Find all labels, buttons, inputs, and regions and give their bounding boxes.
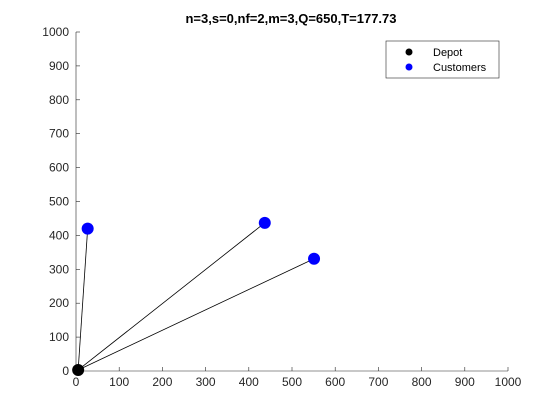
y-tick-label: 200: [49, 296, 69, 310]
y-tick-label: 600: [49, 161, 69, 175]
x-tick-label: 600: [325, 375, 345, 389]
depot-point-1: [72, 363, 85, 376]
y-tick-label: 500: [49, 195, 69, 209]
chart-title: n=3,s=0,nf=2,m=3,Q=650,T=177.73: [185, 11, 396, 26]
legend: Depot Customers: [385, 40, 500, 79]
route-line-2: [77, 222, 266, 371]
y-tick-label: 0: [62, 364, 69, 378]
legend-label-depot: Depot: [433, 47, 462, 59]
x-tick-label: 700: [368, 375, 388, 389]
legend-marker-customers: [405, 63, 413, 71]
points-layer: [72, 216, 321, 376]
y-tick-label: 300: [49, 262, 69, 276]
customer-point-2: [258, 216, 271, 229]
x-tick-label: 100: [109, 375, 129, 389]
x-tick-label: 300: [196, 375, 216, 389]
y-tick-label: 900: [49, 59, 69, 73]
x-tick-label: 400: [239, 375, 259, 389]
x-tick-label: 0: [73, 375, 80, 389]
route-line-1: [77, 228, 89, 371]
legend-marker-depot: [405, 48, 413, 56]
customer-point-3: [308, 252, 321, 265]
customer-point-1: [81, 222, 94, 235]
y-tick-label: 400: [49, 228, 69, 242]
legend-box: [385, 40, 500, 79]
routes-layer: [77, 222, 315, 371]
x-tick-label: 500: [282, 375, 302, 389]
x-tick-label: 900: [455, 375, 475, 389]
legend-label-customers: Customers: [433, 62, 487, 74]
y-tick-label: 1000: [42, 25, 69, 39]
y-tick-label: 800: [49, 93, 69, 107]
y-tick-label: 100: [49, 330, 69, 344]
y-tick-label: 700: [49, 127, 69, 141]
x-tick-label: 800: [412, 375, 432, 389]
axes: 0 100 200 300 400 500 600 700 800 900 1000 0 100 200 3…: [42, 25, 521, 389]
x-tick-label: 1000: [495, 375, 522, 389]
x-tick-label: 200: [152, 375, 172, 389]
route-line-3: [77, 258, 315, 371]
